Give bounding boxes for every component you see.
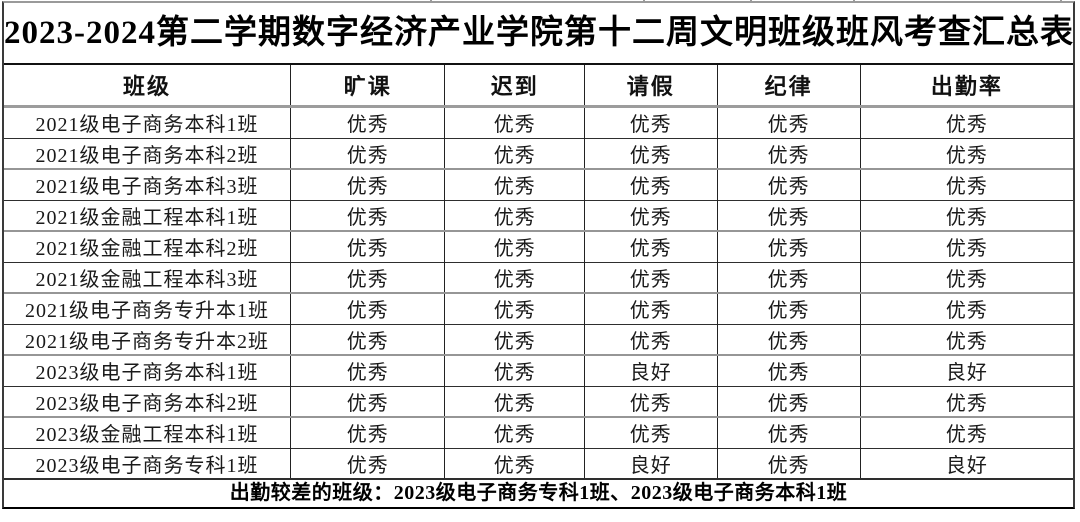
rating-cell: 优秀	[859, 169, 1073, 200]
rating-cell: 优秀	[289, 417, 445, 448]
rating-cell: 优秀	[716, 417, 861, 448]
rating-cell: 优秀	[444, 231, 585, 262]
document-title: 2023-2024第二学期数字经济产业学院第十二周文明班级班风考查汇总表	[4, 3, 1073, 65]
column-header-attendance: 出勤率	[859, 65, 1073, 108]
rating-cell: 优秀	[289, 293, 445, 324]
rating-cell: 优秀	[583, 293, 717, 324]
rating-cell: 优秀	[716, 106, 861, 138]
column-header-leave: 请假	[583, 65, 717, 108]
rating-cell: 优秀	[444, 448, 585, 479]
rating-cell: 优秀	[583, 324, 717, 355]
rating-cell: 优秀	[289, 355, 445, 386]
rating-cell: 优秀	[444, 293, 585, 324]
rating-cell: 优秀	[716, 169, 861, 200]
class-name-cell: 2023级电子商务本科1班	[35, 362, 259, 385]
class-name-cell: 2023级电子商务本科2班	[35, 392, 259, 415]
table-row: 2021级金融工程本科3班 优秀 优秀 优秀 优秀 优秀	[4, 262, 1073, 293]
rating-cell: 优秀	[444, 169, 585, 200]
rating-cell: 优秀	[716, 355, 861, 386]
rating-cell: 优秀	[583, 386, 717, 417]
table-row: 2021级金融工程本科2班 优秀 优秀 优秀 优秀 优秀	[4, 231, 1073, 262]
header-row: 班级 旷课 迟到 请假 纪律 出勤率	[4, 65, 1073, 108]
rating-cell: 优秀	[444, 200, 585, 231]
rating-cell: 优秀	[289, 448, 445, 479]
column-header-class: 班级	[4, 65, 291, 108]
table-row: 2021级电子商务专升本2班 优秀 优秀 优秀 优秀 优秀	[4, 324, 1073, 355]
column-header-discipline: 纪律	[716, 65, 861, 108]
table-row: 2021级电子商务本科2班 优秀 优秀 优秀 优秀 优秀	[4, 138, 1073, 169]
rating-cell: 优秀	[859, 293, 1073, 324]
class-name-cell: 2021级金融工程本科1班	[35, 206, 259, 229]
rating-cell: 优秀	[444, 106, 585, 138]
rating-cell: 优秀	[289, 138, 445, 169]
rating-cell: 优秀	[859, 106, 1073, 138]
table-row: 2023级电子商务专科1班 优秀 优秀 良好 优秀 良好	[4, 448, 1073, 479]
rating-cell: 优秀	[289, 200, 445, 231]
rating-cell: 优秀	[716, 138, 861, 169]
class-name-cell: 2023级金融工程本科1班	[35, 424, 259, 447]
rating-cell: 优秀	[583, 200, 717, 231]
rating-cell: 优秀	[444, 262, 585, 293]
rating-cell: 优秀	[583, 106, 717, 138]
rating-cell: 优秀	[716, 200, 861, 231]
table-row: 2023级电子商务本科1班 优秀 优秀 良好 优秀 良好	[4, 355, 1073, 386]
rating-cell: 优秀	[859, 386, 1073, 417]
rating-cell: 优秀	[289, 324, 445, 355]
table-row: 2023级金融工程本科1班 优秀 优秀 优秀 优秀 优秀	[4, 417, 1073, 448]
rating-cell: 优秀	[289, 386, 445, 417]
rating-cell: 优秀	[716, 448, 861, 479]
class-name-cell: 2021级电子商务本科2班	[35, 144, 259, 167]
class-name-cell: 2023级电子商务专科1班	[35, 454, 259, 477]
rating-cell: 优秀	[716, 262, 861, 293]
class-name-cell: 2021级电子商务本科1班	[35, 114, 259, 137]
class-name-cell: 2021级电子商务本科3班	[35, 176, 259, 199]
rating-cell: 优秀	[859, 324, 1073, 355]
rating-cell: 良好	[859, 355, 1073, 386]
rating-cell: 良好	[583, 355, 717, 386]
rating-cell: 优秀	[583, 262, 717, 293]
rating-cell: 优秀	[289, 231, 445, 262]
ratings-table: 班级 旷课 迟到 请假 纪律 出勤率 2021级电子商务本科1班 优秀 优秀 优秀 优秀…	[4, 65, 1073, 480]
rating-cell: 优秀	[583, 231, 717, 262]
rating-cell: 优秀	[859, 231, 1073, 262]
table-row: 2023级电子商务本科2班 优秀 优秀 优秀 优秀 优秀	[4, 386, 1073, 417]
rating-cell: 优秀	[716, 293, 861, 324]
class-name-cell: 2021级金融工程本科3班	[35, 268, 259, 291]
rating-cell: 优秀	[444, 138, 585, 169]
table-row: 2021级金融工程本科1班 优秀 优秀 优秀 优秀 优秀	[4, 200, 1073, 231]
rating-cell: 优秀	[289, 106, 445, 138]
class-name-cell: 2021级电子商务专升本2班	[24, 330, 269, 353]
rating-cell: 优秀	[583, 417, 717, 448]
rating-cell: 优秀	[716, 324, 861, 355]
rating-cell: 优秀	[859, 262, 1073, 293]
rating-cell: 优秀	[583, 169, 717, 200]
rating-cell: 优秀	[289, 169, 445, 200]
footer-note: 出勤较差的班级：2023级电子商务专科1班、2023级电子商务本科1班	[229, 482, 848, 504]
column-header-late: 迟到	[444, 65, 585, 108]
rating-cell: 优秀	[859, 417, 1073, 448]
rating-cell: 优秀	[289, 262, 445, 293]
rating-cell: 良好	[859, 448, 1073, 479]
class-name-cell: 2021级金融工程本科2班	[35, 238, 259, 261]
table-row: 2021级电子商务专升本1班 优秀 优秀 优秀 优秀 优秀	[4, 293, 1073, 324]
table-body: 2021级电子商务本科1班 优秀 优秀 优秀 优秀 优秀 2021级电子商务本科2班 优秀 优秀…	[4, 106, 1073, 479]
rating-cell: 优秀	[444, 417, 585, 448]
rating-cell: 优秀	[583, 138, 717, 169]
table-row: 2021级电子商务本科1班 优秀 优秀 优秀 优秀 优秀	[4, 106, 1073, 138]
summary-table: 2023-2024第二学期数字经济产业学院第十二周文明班级班风考查汇总表 班级 …	[2, 1, 1075, 509]
rating-cell: 良好	[583, 448, 717, 479]
column-header-absence: 旷课	[289, 65, 445, 108]
rating-cell: 优秀	[444, 355, 585, 386]
table-row: 2021级电子商务本科3班 优秀 优秀 优秀 优秀 优秀	[4, 169, 1073, 200]
rating-cell: 优秀	[859, 200, 1073, 231]
rating-cell: 优秀	[444, 386, 585, 417]
rating-cell: 优秀	[444, 324, 585, 355]
rating-cell: 优秀	[716, 231, 861, 262]
rating-cell: 优秀	[859, 138, 1073, 169]
class-name-cell: 2021级电子商务专升本1班	[24, 300, 269, 323]
rating-cell: 优秀	[716, 386, 861, 417]
